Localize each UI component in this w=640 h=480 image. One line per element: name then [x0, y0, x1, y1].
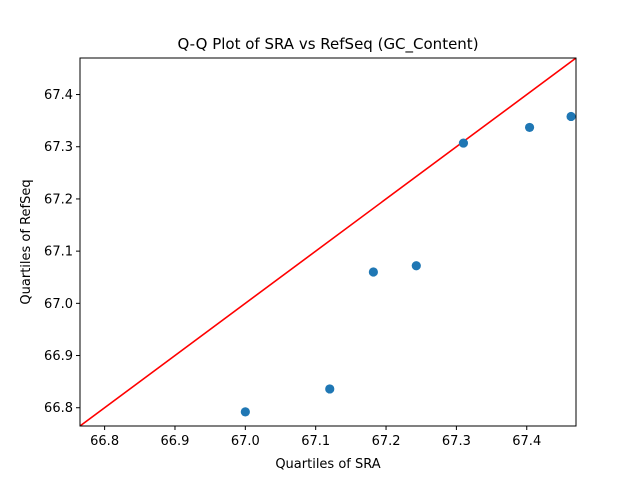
y-tick-label-3: 67.0	[44, 297, 73, 312]
x-tick-label-5: 67.2	[372, 434, 401, 449]
plot-data	[80, 58, 576, 426]
y-tick-label-5: 67.2	[44, 192, 73, 207]
reference-line	[80, 58, 576, 426]
y-tick-label-4: 67.1	[44, 245, 73, 260]
chart-title: Q-Q Plot of SRA vs RefSeq (GC_Content)	[177, 35, 478, 54]
x-tick-label-2: 66.9	[161, 434, 190, 449]
x-tick-label-6: 67.3	[442, 434, 471, 449]
scatter-point-7	[566, 111, 576, 122]
x-tick-label-3: 67.0	[231, 434, 260, 449]
y-axis-label: Quartiles of RefSeq	[19, 179, 34, 304]
scatter-point-3	[368, 267, 378, 277]
plot-layer: 66.8 66.9 67.0 67.1 67.2 67.3 67.4 66.8 66.9 67.0…	[44, 57, 577, 449]
x-tick-label-4: 67.1	[301, 434, 330, 449]
y-tick-label-1: 66.8	[44, 401, 73, 416]
scatter-point-5	[458, 138, 469, 148]
scatter-point-1	[240, 407, 250, 417]
y-tick-label-2: 66.9	[44, 349, 73, 364]
scatter-point-6	[524, 122, 535, 133]
plot-frame	[79, 57, 577, 427]
y-tick-label-7: 67.4	[44, 88, 73, 103]
y-tick-label-6: 67.3	[44, 140, 73, 155]
x-axis-label: Quartiles of SRA	[275, 457, 380, 472]
x-tick-label-7: 67.4	[512, 434, 541, 449]
scatter-point-4	[411, 261, 421, 271]
scatter-point-2	[325, 384, 335, 394]
x-tick-label-1: 66.8	[90, 434, 119, 449]
